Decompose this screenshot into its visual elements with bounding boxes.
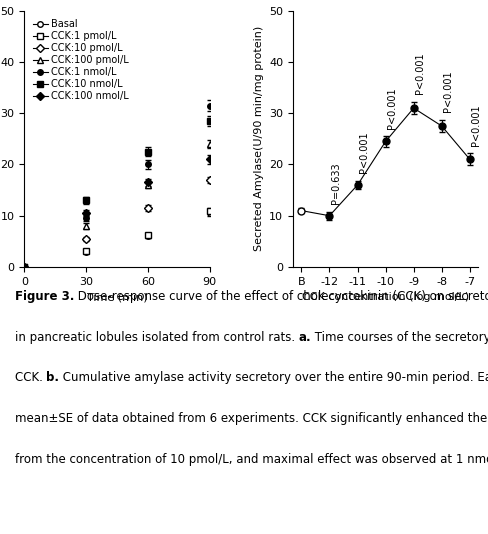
Text: Dose-response curve of the effect of cholecyctokinin (CCK) on secretory amylase : Dose-response curve of the effect of cho… [74,290,488,303]
Text: P<0.001: P<0.001 [415,53,425,94]
Text: P<0.001: P<0.001 [443,70,453,112]
Text: b: b [252,0,262,1]
Text: in pancreatic lobules isolated from control rats.: in pancreatic lobules isolated from cont… [15,331,299,344]
Text: P<0.001: P<0.001 [387,87,397,129]
X-axis label: Time (min): Time (min) [87,292,147,302]
Text: mean±SE of data obtained from 6 experiments. CCK significantly enhanced the secr: mean±SE of data obtained from 6 experime… [15,412,488,425]
Text: P<0.001: P<0.001 [471,104,481,145]
Y-axis label: Secreted Amylase(U/90 min/mg protein): Secreted Amylase(U/90 min/mg protein) [254,26,264,252]
Text: CCK.: CCK. [15,372,46,384]
Text: Figure 3.: Figure 3. [15,290,74,303]
Text: a.: a. [299,331,311,344]
Text: Time courses of the secretory amylase activity stimulated by: Time courses of the secretory amylase ac… [311,331,488,344]
Legend: Basal, CCK:1 pmol/L, CCK:10 pmol/L, CCK:100 pmol/L, CCK:1 nmol/L, CCK:10 nmol/L,: Basal, CCK:1 pmol/L, CCK:10 pmol/L, CCK:… [29,15,132,105]
Text: from the concentration of 10 pmol/L, and maximal effect was observed at 1 nmol/L: from the concentration of 10 pmol/L, and… [15,452,488,466]
Text: P=0.633: P=0.633 [331,162,341,204]
Text: b.: b. [46,372,59,384]
Text: Cumulative amylase activity secretory over the entire 90-min period. Each value : Cumulative amylase activity secretory ov… [59,372,488,384]
X-axis label: CCK concentration (log mol/L): CCK concentration (log mol/L) [302,292,469,302]
Text: P<0.001: P<0.001 [359,131,369,173]
